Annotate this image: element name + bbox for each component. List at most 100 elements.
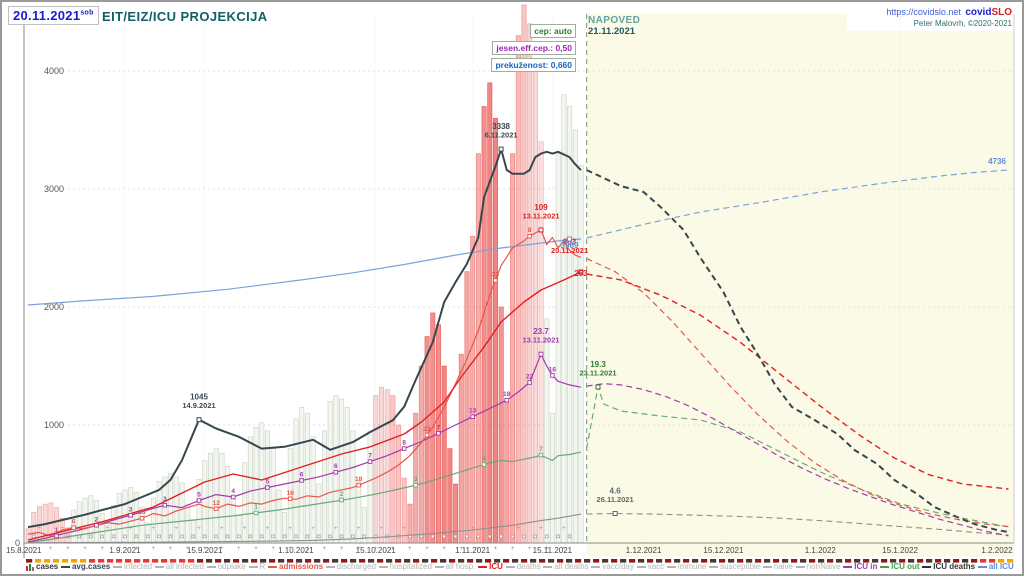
series-admissions-forecast [586, 258, 1009, 528]
x-axis-tick: 15.1.2022 [882, 546, 918, 555]
annotation-label: 263 [574, 269, 588, 278]
daily-marker-square [305, 534, 310, 539]
point-marker-value: 3 [163, 496, 167, 503]
daily-marker-square [487, 534, 492, 539]
point-marker [356, 482, 361, 488]
status-strip-dash [152, 559, 159, 563]
status-strip-dash [683, 559, 690, 563]
point-marker [436, 431, 441, 436]
axis-minor-tick: + [545, 546, 549, 552]
case-bar [527, 23, 533, 544]
status-strip-dash [449, 559, 456, 563]
legend-item-immune[interactable]: immune [666, 562, 706, 572]
legend-item-admissions[interactable]: admissions [268, 562, 323, 572]
legend-label-deaths: deaths [516, 562, 541, 571]
axis-minor-tick: + [442, 546, 446, 552]
param-jesen-eff-cep[interactable]: jesen.eff.cep.: 0,50 [492, 41, 576, 55]
status-strip-dash [926, 559, 933, 563]
legend-label-avg-cases: avg.cases [71, 562, 111, 571]
y-axis-tick: 1000 [44, 420, 64, 430]
legend-item-icu-in[interactable]: ICU in [843, 562, 877, 572]
daily-marker-plus: + [220, 525, 224, 532]
daily-marker-square [248, 534, 253, 539]
axis-minor-tick: + [528, 546, 532, 552]
axis-minor-tick: + [562, 546, 566, 552]
status-strip-dash [1007, 559, 1014, 563]
legend-item-deaths[interactable]: deaths [505, 562, 541, 572]
daily-marker-square [180, 534, 184, 539]
case-bar [282, 512, 288, 544]
point-marker-value: 13 [138, 509, 146, 516]
daily-marker-square [556, 534, 560, 539]
point-marker-value: 1 [55, 527, 59, 534]
point-marker [538, 452, 544, 458]
legend-item-vacc-day[interactable]: vacc/day [591, 562, 634, 572]
daily-marker-square [339, 534, 344, 539]
param-cep[interactable]: cep: auto [530, 24, 576, 38]
point-marker [504, 397, 510, 403]
point-marker [401, 446, 407, 451]
axis-minor-tick: + [186, 546, 190, 552]
point-marker-value: 5 [197, 492, 201, 499]
status-strip-dash [692, 559, 699, 563]
legend-item-discharged[interactable]: discharged [325, 562, 376, 572]
point-marker [339, 497, 344, 503]
case-bar [510, 153, 516, 544]
daily-marker-square [294, 534, 298, 539]
status-strip-dash [845, 559, 852, 563]
axis-minor-tick: + [203, 546, 207, 552]
status-strip-dash [269, 559, 276, 563]
daily-marker-plus: + [562, 525, 566, 532]
site-url-link[interactable]: https://covidslo.net [886, 7, 961, 17]
legend-item-vacc[interactable]: vacc [636, 562, 664, 572]
point-marker-value: 12 [212, 500, 220, 507]
legend-item-avg-cases[interactable]: avg.cases [60, 562, 111, 572]
legend-item-all-hosp[interactable]: all hosp. [434, 562, 475, 572]
point-marker-value: 8 [528, 227, 532, 234]
legend-label-hospitalized: hospitalized [389, 562, 432, 571]
status-strip-dash [899, 559, 906, 563]
legend-item-all-infected[interactable]: all infected [154, 562, 204, 572]
y-axis-tick: 3000 [44, 184, 64, 194]
legend-item-icu-deaths[interactable]: ICU deaths [922, 562, 975, 572]
status-strip-dash [242, 559, 249, 563]
status-strip-dash [809, 559, 816, 563]
legend-swatch-hospitalized [378, 566, 388, 568]
legend-item-all-deaths[interactable]: all deaths [543, 562, 589, 572]
forecast-region [586, 14, 1014, 557]
status-strip-dash [215, 559, 222, 563]
legend-item-infected[interactable]: infected [112, 562, 152, 572]
legend-item-hospitalized[interactable]: hospitalized [378, 562, 432, 572]
legend-item-icu[interactable]: ICU [478, 562, 503, 572]
point-marker [527, 380, 532, 385]
legend-item-susceptible[interactable]: susceptible [709, 562, 760, 572]
status-strip-dash [638, 559, 645, 563]
legend-label-vacc-day: vacc/day [602, 562, 634, 571]
legend-swatch-r [248, 566, 258, 568]
daily-marker-square [522, 534, 526, 539]
legend-label-icu: ICU [489, 562, 503, 571]
case-bar [259, 422, 265, 544]
legend-item-all-icu[interactable]: all ICU [977, 562, 1014, 572]
case-bar [578, 165, 584, 544]
case-bar [151, 497, 157, 544]
legend-item-nonnaive[interactable]: nonNaive [795, 562, 841, 572]
legend-item-odplake[interactable]: odplake [206, 562, 246, 572]
y-axis-tick: 2000 [44, 302, 64, 312]
status-strip-dash [359, 559, 366, 563]
header-right: https://covidslo.net covidSLO Peter Malo… [886, 5, 1012, 29]
daily-marker-plus: + [448, 525, 452, 532]
legend-label-r: R [259, 562, 266, 571]
status-strip-dash [386, 559, 393, 563]
status-strip-dash [647, 559, 654, 563]
series-icu-in-forecast [586, 383, 1009, 537]
legend-item-r[interactable]: R [248, 562, 266, 572]
case-bar [470, 235, 476, 544]
legend-item-icu-out[interactable]: ICU out [880, 562, 920, 572]
param-prekuzenost[interactable]: prekuženost: 0,660 [491, 58, 576, 72]
legend-item-cases[interactable]: cases [26, 562, 58, 572]
legend-item-naive[interactable]: naive [762, 562, 793, 572]
point-marker [493, 278, 498, 283]
case-bar [532, 58, 538, 544]
daily-marker-plus: + [129, 525, 133, 532]
